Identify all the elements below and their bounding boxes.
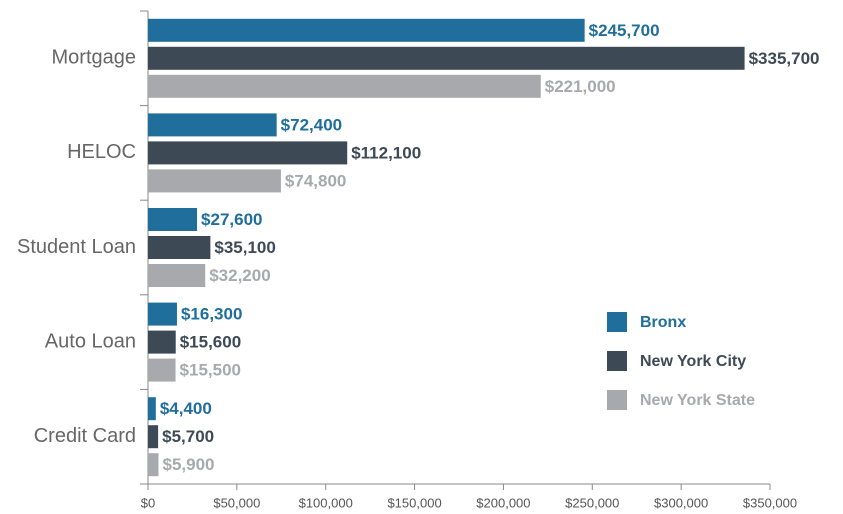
bar — [148, 425, 159, 449]
value-label: $112,100 — [351, 143, 421, 162]
value-label: $15,500 — [180, 361, 241, 380]
value-label: $27,600 — [201, 210, 262, 229]
legend-swatch — [607, 312, 627, 332]
x-tick-label: $300,000 — [654, 495, 708, 510]
category-label: Student Loan — [17, 236, 136, 258]
x-tick-label: $50,000 — [213, 495, 260, 510]
x-tick-label: $350,000 — [743, 495, 797, 510]
value-label: $221,000 — [545, 77, 616, 96]
bar — [148, 302, 177, 326]
legend-swatch — [607, 390, 627, 410]
x-tick-label: $0 — [141, 495, 155, 510]
bar — [148, 358, 176, 382]
bar — [148, 18, 585, 42]
value-label: $35,100 — [214, 238, 275, 257]
value-label: $16,300 — [181, 305, 242, 324]
value-label: $74,800 — [285, 171, 346, 190]
category-label: Credit Card — [34, 425, 136, 447]
x-tick-label: $150,000 — [387, 495, 441, 510]
bar — [148, 74, 541, 98]
bar — [148, 453, 159, 477]
bar — [148, 264, 206, 287]
value-label: $32,200 — [209, 266, 270, 285]
legend-label: Bronx — [640, 314, 686, 331]
value-label: $5,700 — [162, 427, 214, 446]
value-label: $245,700 — [589, 21, 660, 40]
bar — [148, 46, 745, 70]
legend-label: New York State — [640, 392, 755, 409]
bar — [148, 113, 277, 137]
x-tick-label: $100,000 — [299, 495, 353, 510]
legend-swatch — [607, 351, 627, 371]
value-label: $5,900 — [162, 455, 214, 474]
bar — [148, 208, 198, 231]
value-label: $15,600 — [180, 333, 241, 352]
value-label: $72,400 — [281, 115, 342, 134]
bar — [148, 141, 348, 165]
bar — [148, 397, 156, 421]
x-tick-label: $250,000 — [565, 495, 619, 510]
category-label: HELOC — [67, 141, 136, 163]
legend-label: New York City — [640, 353, 746, 370]
category-label: Auto Loan — [45, 330, 136, 352]
category-label: Mortgage — [52, 47, 137, 69]
value-label: $335,700 — [749, 49, 820, 68]
bar — [148, 169, 281, 193]
value-label: $4,400 — [160, 399, 212, 418]
bar — [148, 330, 176, 354]
bar — [148, 236, 211, 259]
x-tick-label: $200,000 — [476, 495, 530, 510]
